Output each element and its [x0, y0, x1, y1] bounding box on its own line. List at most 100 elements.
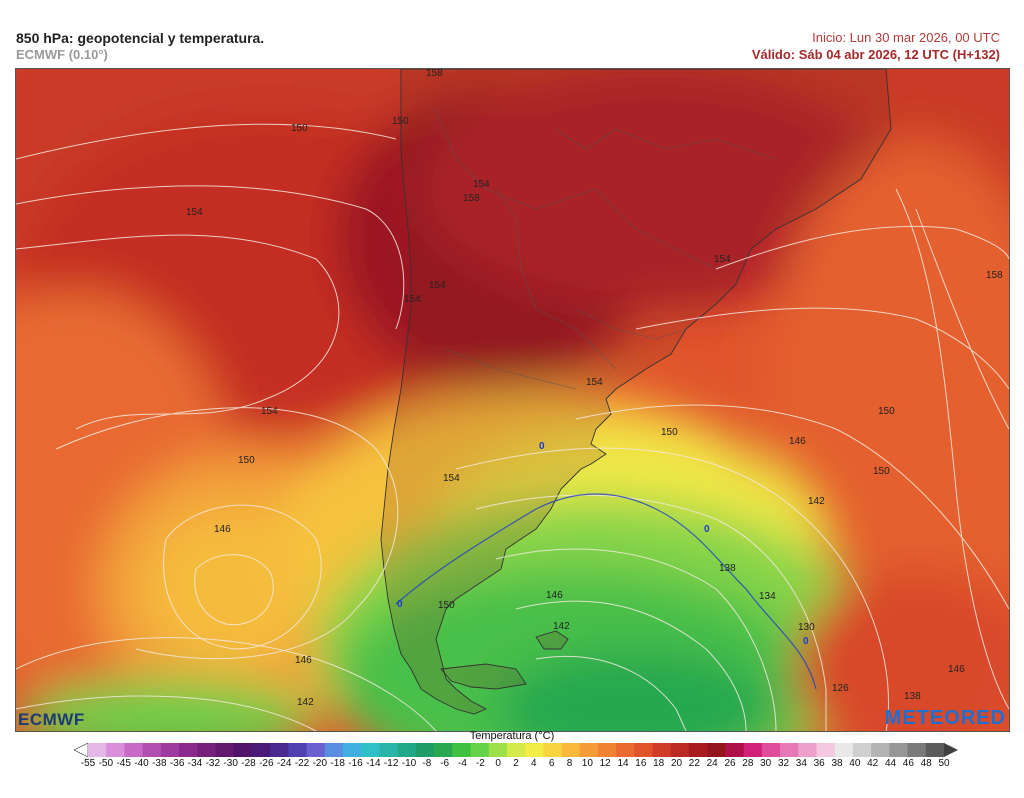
- isohypse-label: 154: [586, 377, 603, 388]
- legend-color-swatch: [725, 743, 745, 757]
- isohypse-label: 150: [438, 600, 455, 611]
- legend-color-swatch: [852, 743, 872, 757]
- isohypse-label: 150: [878, 406, 895, 417]
- legend-color-swatch: [397, 743, 417, 757]
- isohypse-label: 142: [553, 621, 570, 632]
- isohypse-label: 154: [261, 406, 278, 417]
- legend-tick-label: -28: [241, 758, 256, 769]
- zero-isotherm: [395, 493, 817, 690]
- legend-color-swatch: [251, 743, 271, 757]
- legend-tick-label: 2: [513, 758, 519, 769]
- legend-tick-label: -12: [383, 758, 399, 769]
- isohypse-label: 150: [873, 466, 890, 477]
- isohypse-label: 154: [186, 207, 203, 218]
- temperature-scale-ticks: -55 -50 -45 -40 -38 -36 -34 -32 -30 -28 -26 -24 -22-…: [74, 758, 958, 772]
- legend-color-swatch: [597, 743, 617, 757]
- legend-tick-label: -36: [169, 758, 185, 769]
- legend-color-swatch: [652, 743, 672, 757]
- legend-tick-label: 0: [495, 758, 501, 769]
- isohypse-label: 150: [661, 427, 678, 438]
- legend-color-swatch: [670, 743, 690, 757]
- legend-color-swatch: [179, 743, 198, 757]
- legend-color-swatch: [925, 743, 945, 757]
- isohypse-label: 146: [948, 664, 965, 675]
- legend-color-swatch: [761, 743, 781, 757]
- legend-tick-label: -20: [312, 758, 328, 769]
- legend-color-swatch: [816, 743, 836, 757]
- legend-color-swatch: [306, 743, 326, 757]
- legend-tick-label: 30: [760, 758, 772, 769]
- legend-tick-label: -14: [366, 758, 381, 769]
- isohypse-label: 150: [392, 116, 409, 127]
- forecast-map[interactable]: 158 150 150 154 158 154 154 154 154 158 …: [15, 68, 1010, 732]
- isohypse-label: 154: [443, 473, 460, 484]
- legend-tick-label: -50: [98, 758, 114, 769]
- temperature-field: [16, 69, 1009, 731]
- meteored-logo: METEORED: [884, 707, 1006, 729]
- isohypse-label: 158: [463, 193, 480, 204]
- isohypse-label: 126: [832, 683, 849, 694]
- legend-tick-label: -45: [116, 758, 131, 769]
- valid-time: Válido: Sáb 04 abr 2026, 12 UTC (H+132): [751, 47, 1000, 62]
- model-label: ECMWF (0.10°): [16, 47, 108, 62]
- legend-color-swatch: [743, 743, 763, 757]
- isohypse-label: 150: [238, 455, 255, 466]
- legend-color-swatch: [543, 743, 563, 757]
- legend-tick-label: 42: [867, 758, 879, 769]
- legend-color-swatch: [452, 743, 471, 757]
- legend-color-swatch: [561, 743, 581, 757]
- isohypse-label: 146: [789, 436, 806, 447]
- legend-tick-label: -22: [294, 758, 310, 769]
- ecmwf-logo: ECMWF: [18, 710, 85, 729]
- legend-tick-label: -55: [80, 758, 96, 769]
- legend-color-swatch: [215, 743, 235, 757]
- legend-color-swatch: [871, 743, 890, 757]
- legend-tick-label: 14: [617, 758, 629, 769]
- map-canvas: 158 150 150 154 158 154 154 154 154 158 …: [16, 69, 1009, 731]
- legend-arrow-low: [74, 743, 89, 757]
- legend-tick-label: 50: [938, 758, 950, 769]
- run-time: Inicio: Lun 30 mar 2026, 00 UTC: [812, 30, 1000, 45]
- legend-color-swatch: [270, 743, 289, 757]
- isohypse-label: 154: [714, 254, 731, 265]
- legend-color-swatch: [233, 743, 253, 757]
- legend-tick-label: -4: [458, 758, 467, 769]
- isohypse-label: 142: [297, 697, 314, 708]
- legend-color-swatch: [907, 743, 927, 757]
- legend-color-swatch: [506, 743, 526, 757]
- legend-tick-label: -8: [422, 758, 432, 769]
- isohypse-lines: [16, 123, 1009, 731]
- legend-color-swatch: [88, 743, 107, 757]
- isohypse-label: 138: [719, 563, 736, 574]
- legend-color-swatch: [798, 743, 818, 757]
- temperature-color-scale: [74, 743, 958, 757]
- legend-tick-label: 4: [531, 758, 537, 769]
- legend-tick-label: -24: [276, 758, 292, 769]
- legend-color-swatch: [780, 743, 799, 757]
- legend-tick-label: -26: [259, 758, 274, 769]
- legend-tick-label: 34: [795, 758, 807, 769]
- legend-color-swatch: [106, 743, 125, 757]
- legend-color-swatch: [361, 743, 380, 757]
- legend-tick-label: 26: [724, 758, 736, 769]
- legend-tick-label: 24: [706, 758, 718, 769]
- legend-tick-label: 12: [599, 758, 611, 769]
- isohypse-label: 154: [429, 280, 446, 291]
- legend-tick-label: 8: [566, 758, 573, 769]
- isohypse-label: 158: [426, 69, 443, 79]
- legend-tick-label: -2: [475, 758, 485, 769]
- legend-color-swatch: [470, 743, 490, 757]
- legend-color-swatch: [197, 743, 216, 757]
- legend-color-swatch: [288, 743, 308, 757]
- isohypse-label: 154: [404, 294, 421, 305]
- zero-isotherm-label: 0: [803, 636, 809, 647]
- legend-tick-label: -40: [134, 758, 149, 769]
- legend-color-swatch: [342, 743, 362, 757]
- legend-color-swatch: [160, 743, 180, 757]
- legend-color-swatch: [689, 743, 708, 757]
- isohypse-labels: 158 150 150 154 158 154 154 154 154 158 …: [186, 69, 1003, 708]
- legend-tick-label: 40: [849, 758, 861, 769]
- legend-color-swatch: [579, 743, 599, 757]
- country-borders: [435, 108, 777, 390]
- legend-color-swatch: [379, 743, 399, 757]
